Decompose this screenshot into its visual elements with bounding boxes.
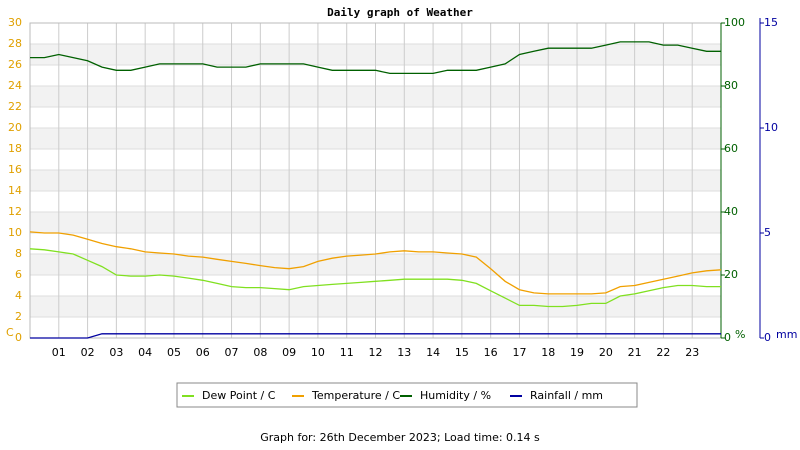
x-tick-label: 21 [628, 346, 642, 359]
x-tick-label: 22 [656, 346, 670, 359]
y-tick-label: 8 [15, 247, 22, 260]
y-tick-label: 6 [15, 268, 22, 281]
x-tick-label: 03 [109, 346, 123, 359]
series-line [30, 41, 721, 75]
y-tick-label: 14 [8, 184, 22, 197]
y2-tick-label: 100 [724, 16, 745, 29]
x-tick-label: 20 [599, 346, 613, 359]
x-tick-label: 16 [484, 346, 498, 359]
y-tick-label: 24 [8, 79, 22, 92]
y-tick-label: 26 [8, 58, 22, 71]
series-line [29, 248, 721, 308]
legend-label: Humidity / % [420, 389, 491, 402]
x-tick-label: 13 [397, 346, 411, 359]
y2-tick-label: 0 [724, 331, 731, 344]
legend-label: Rainfall / mm [530, 389, 603, 402]
y-tick-label: 0 [15, 331, 22, 344]
chart-title: Daily graph of Weather [327, 6, 473, 19]
x-tick-label: 04 [138, 346, 152, 359]
x-tick-label: 05 [167, 346, 181, 359]
x-tick-label: 17 [512, 346, 526, 359]
series-line [29, 231, 722, 295]
x-tick-label: 15 [455, 346, 469, 359]
x-tick-label: 12 [369, 346, 383, 359]
y-tick-label: 2 [15, 310, 22, 323]
y-tick-label: 18 [8, 142, 22, 155]
y-tick-label: 30 [8, 16, 22, 29]
x-tick-label: 14 [426, 346, 440, 359]
x-tick-label: 11 [340, 346, 354, 359]
y2-tick-label: 60 [724, 142, 738, 155]
y3-axis-label: mm [776, 328, 797, 341]
legend-label: Dew Point / C [202, 389, 276, 402]
x-tick-label: 09 [282, 346, 296, 359]
y3-tick-label: 5 [764, 226, 771, 239]
x-tick-label: 08 [253, 346, 267, 359]
footer: Graph for: 26th December 2023; Load time… [260, 431, 540, 444]
y-axis-label: C [6, 326, 14, 339]
y-tick-label: 10 [8, 226, 22, 239]
y-tick-label: 28 [8, 37, 22, 50]
legend-label: Temperature / C [311, 389, 400, 402]
x-tick-label: 07 [225, 346, 239, 359]
x-tick-label: 06 [196, 346, 210, 359]
x-tick-label: 19 [570, 346, 584, 359]
y-tick-label: 20 [8, 121, 22, 134]
y-tick-label: 22 [8, 100, 22, 113]
x-tick-label: 01 [52, 346, 66, 359]
y2-tick-label: 20 [724, 268, 738, 281]
y2-tick-label: 40 [724, 205, 738, 218]
y3-tick-label: 10 [764, 121, 778, 134]
series-line [30, 333, 721, 339]
y2-axis-label: % [735, 328, 745, 341]
x-tick-label: 23 [685, 346, 699, 359]
x-tick-label: 10 [311, 346, 325, 359]
y2-tick-label: 80 [724, 79, 738, 92]
y3-tick-label: 0 [764, 331, 771, 344]
grid [30, 22, 721, 339]
x-tick-label: 18 [541, 346, 555, 359]
y-tick-label: 4 [15, 289, 22, 302]
y-tick-label: 12 [8, 205, 22, 218]
y-tick-label: 16 [8, 163, 22, 176]
y3-tick-label: 15 [764, 16, 778, 29]
x-tick-label: 02 [81, 346, 95, 359]
